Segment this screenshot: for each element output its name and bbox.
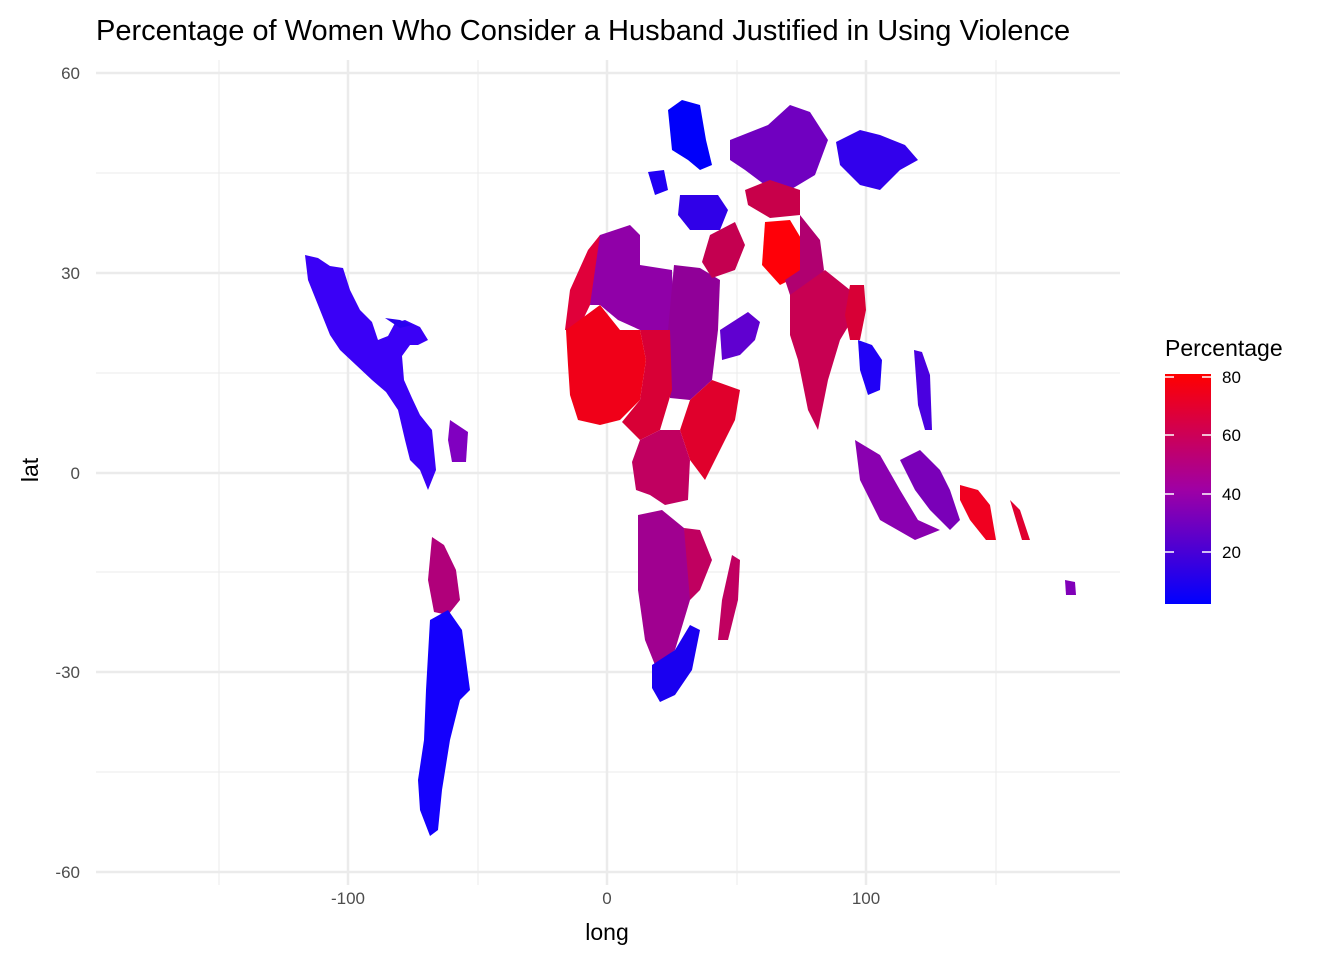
region-central-asia-stans <box>745 180 800 218</box>
x-tick-label: 0 <box>602 889 611 908</box>
legend-title: Percentage <box>1165 335 1283 361</box>
legend-colorbar <box>1165 374 1211 604</box>
region-europe <box>668 100 712 170</box>
region-philippines <box>914 350 932 430</box>
region-western-europe <box>648 170 668 195</box>
y-tick-label: 0 <box>71 464 80 483</box>
region-middle-east <box>702 222 745 278</box>
chart-title: Percentage of Women Who Consider a Husba… <box>96 15 1070 47</box>
region-madagascar <box>718 555 740 640</box>
y-tick-label: -60 <box>55 863 80 882</box>
region-papua-new-guinea <box>960 485 996 540</box>
region-mexico-central-america <box>305 255 436 490</box>
region-southern-cone <box>418 610 470 836</box>
region-central-africa <box>632 430 690 505</box>
x-axis-title: long <box>585 919 628 945</box>
region-mozambique <box>684 528 712 600</box>
x-axis-ticks: -100 0 100 <box>331 889 880 908</box>
region-egypt-sudan <box>668 265 720 400</box>
region-bangladesh-myanmar <box>845 285 866 340</box>
region-nigeria-chad <box>622 330 672 440</box>
region-south-africa <box>652 625 700 702</box>
x-tick-label: -100 <box>331 889 365 908</box>
region-kazakhstan <box>730 105 828 190</box>
region-algeria-libya <box>590 225 674 330</box>
y-tick-label: 30 <box>61 264 80 283</box>
grid <box>96 60 1120 885</box>
region-thailand-vietnam <box>858 340 882 395</box>
region-indonesia-east <box>900 450 960 530</box>
region-peru-bolivia <box>428 537 460 615</box>
x-tick-label: 100 <box>852 889 880 908</box>
region-arabia <box>720 312 760 360</box>
region-guyana-suriname <box>448 420 468 462</box>
y-axis-title: lat <box>17 457 43 482</box>
legend-tick-label: 60 <box>1222 426 1241 445</box>
legend-tick-label: 40 <box>1222 485 1241 504</box>
region-angola-zambia <box>638 510 690 665</box>
legend-tick-label: 80 <box>1222 368 1241 387</box>
region-pacific-islands <box>1010 500 1030 540</box>
legend-tick-label: 20 <box>1222 543 1241 562</box>
region-india <box>790 270 858 430</box>
y-axis-ticks: 60 30 0 -30 -60 <box>55 64 80 882</box>
region-caribbean <box>385 318 412 328</box>
region-afghanistan <box>762 220 805 285</box>
legend: Percentage 80 60 40 20 <box>1165 335 1283 604</box>
region-pacific-islands-south <box>1065 580 1076 595</box>
region-indonesia-west <box>855 440 940 540</box>
y-tick-label: -30 <box>55 663 80 682</box>
map-regions <box>305 100 1076 836</box>
region-mongolia <box>836 130 918 190</box>
region-horn-of-africa <box>680 380 740 480</box>
region-west-africa <box>566 305 646 425</box>
y-tick-label: 60 <box>61 64 80 83</box>
region-turkey <box>678 195 728 230</box>
